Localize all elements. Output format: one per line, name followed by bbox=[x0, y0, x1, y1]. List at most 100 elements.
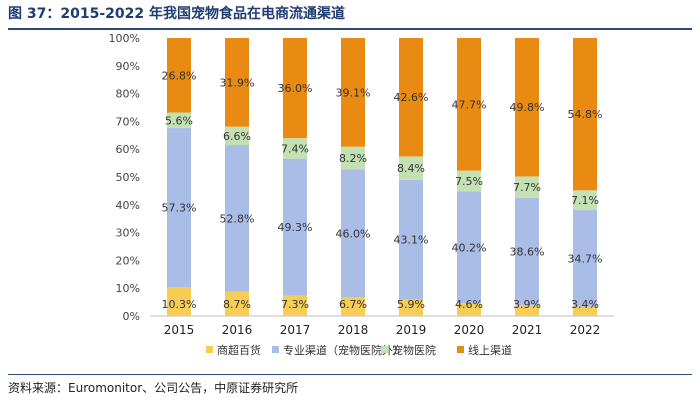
bar-segment bbox=[283, 295, 307, 316]
x-tick-label: 2015 bbox=[164, 323, 195, 337]
data-label: 26.8% bbox=[162, 69, 197, 82]
x-tick-label: 2016 bbox=[222, 323, 253, 337]
bar-segment bbox=[399, 38, 423, 157]
bar-segment bbox=[167, 38, 191, 113]
bar-segment bbox=[167, 112, 191, 129]
data-label: 7.5% bbox=[455, 175, 483, 188]
data-label: 7.3% bbox=[281, 298, 309, 311]
data-label: 38.6% bbox=[510, 246, 545, 259]
y-axis-ticks: 0% 10% 20% 30% 40% 50% 60% 70% 80% 90% 100% bbox=[109, 32, 140, 323]
data-label: 47.7% bbox=[452, 98, 487, 111]
x-axis-ticks: 2015 2016 2017 2018 2019 2020 2021 2022 bbox=[164, 323, 601, 337]
y-tick-label: 80% bbox=[116, 88, 140, 101]
y-tick-label: 90% bbox=[116, 60, 140, 73]
bar-segment bbox=[573, 210, 597, 307]
data-label: 40.2% bbox=[452, 241, 487, 254]
y-tick-label: 10% bbox=[116, 282, 140, 295]
y-tick-label: 50% bbox=[116, 171, 140, 184]
chart-title: 图 37：2015-2022 年我国宠物食品在电商流通渠道 bbox=[8, 6, 345, 22]
y-tick-label: 20% bbox=[116, 254, 140, 267]
x-tick-label: 2019 bbox=[396, 323, 427, 337]
x-tick-label: 2021 bbox=[512, 323, 543, 337]
legend-swatch bbox=[272, 346, 279, 353]
bar-segment bbox=[457, 303, 481, 316]
data-label: 10.3% bbox=[162, 298, 197, 311]
data-label: 8.7% bbox=[223, 298, 251, 311]
bar-group bbox=[167, 38, 597, 316]
source-note: 资料来源：Euromonitor、公司公告，中原证券研究所 bbox=[8, 381, 299, 395]
bar-segment bbox=[573, 306, 597, 316]
y-tick-label: 40% bbox=[116, 199, 140, 212]
y-tick-label: 60% bbox=[116, 143, 140, 156]
bar-segment bbox=[341, 38, 365, 147]
data-label: 8.2% bbox=[339, 152, 367, 165]
legend-item: 线上渠道 bbox=[468, 343, 512, 357]
bar-segment bbox=[457, 191, 481, 304]
x-tick-label: 2020 bbox=[454, 323, 485, 337]
data-label: 46.0% bbox=[336, 227, 371, 240]
data-labels: 10.3% 57.3% 5.6% 26.8% 8.7% 52.8% 6.6% 31.9% 7.3… bbox=[162, 69, 603, 311]
bar-segment bbox=[573, 190, 597, 211]
bar-segment bbox=[283, 38, 307, 139]
data-label: 7.1% bbox=[571, 194, 599, 207]
x-tick-label: 2022 bbox=[570, 323, 601, 337]
data-label: 39.1% bbox=[336, 86, 371, 99]
legend-swatch bbox=[457, 346, 464, 353]
legend-swatch bbox=[381, 346, 388, 353]
bar-segment bbox=[515, 38, 539, 177]
data-label: 6.7% bbox=[339, 298, 367, 311]
data-label: 57.3% bbox=[162, 202, 197, 215]
legend-item: 宠物医院 bbox=[392, 343, 436, 357]
x-tick-label: 2017 bbox=[280, 323, 311, 337]
bar-segment bbox=[225, 145, 249, 292]
data-label: 8.4% bbox=[397, 162, 425, 175]
bar-segment bbox=[457, 38, 481, 171]
bar-segment bbox=[283, 138, 307, 159]
bar-segment bbox=[225, 126, 249, 146]
y-tick-label: 100% bbox=[109, 32, 140, 45]
legend-item: 商超百货 bbox=[217, 343, 261, 357]
data-label: 36.0% bbox=[278, 82, 313, 95]
data-label: 49.3% bbox=[278, 221, 313, 234]
data-label: 49.8% bbox=[510, 101, 545, 114]
bar-segment bbox=[225, 38, 249, 127]
legend-swatch bbox=[206, 346, 213, 353]
data-label: 5.6% bbox=[165, 114, 193, 127]
bar-segment bbox=[341, 146, 365, 170]
y-tick-label: 70% bbox=[116, 115, 140, 128]
source-bar: 资料来源：Euromonitor、公司公告，中原证券研究所 bbox=[8, 374, 692, 396]
data-label: 3.4% bbox=[571, 298, 599, 311]
bar-segment bbox=[573, 38, 597, 191]
data-label: 34.7% bbox=[568, 252, 603, 265]
data-label: 5.9% bbox=[397, 298, 425, 311]
data-label: 42.6% bbox=[394, 91, 429, 104]
data-label: 3.9% bbox=[513, 298, 541, 311]
bar-segment bbox=[399, 299, 423, 316]
data-label: 7.7% bbox=[513, 181, 541, 194]
legend: 商超百货 专业渠道（宠物医院外）宠物医院 线上渠道 bbox=[206, 343, 512, 357]
bar-segment bbox=[515, 176, 539, 198]
bar-segment bbox=[399, 179, 423, 300]
bar-segment bbox=[167, 128, 191, 288]
y-tick-label: 30% bbox=[116, 227, 140, 240]
bar-segment bbox=[341, 169, 365, 298]
bar-segment bbox=[167, 287, 191, 316]
bar-segment bbox=[225, 291, 249, 316]
data-label: 6.6% bbox=[223, 130, 251, 143]
bar-segment bbox=[457, 170, 481, 192]
legend-item: 专业渠道（宠物医院外） bbox=[283, 343, 404, 357]
bar-segment bbox=[515, 305, 539, 316]
data-label: 31.9% bbox=[220, 76, 255, 89]
data-label: 52.8% bbox=[220, 212, 255, 225]
data-label: 43.1% bbox=[394, 234, 429, 247]
data-label: 54.8% bbox=[568, 108, 603, 121]
y-tick-label: 0% bbox=[123, 310, 140, 323]
title-bar: 图 37：2015-2022 年我国宠物食品在电商流通渠道 bbox=[8, 4, 692, 30]
bar-segment bbox=[399, 156, 423, 180]
bar-segment bbox=[283, 158, 307, 296]
data-label: 7.4% bbox=[281, 142, 309, 155]
data-label: 4.6% bbox=[455, 298, 483, 311]
bar-segment bbox=[515, 197, 539, 306]
bar-segment bbox=[341, 297, 365, 316]
